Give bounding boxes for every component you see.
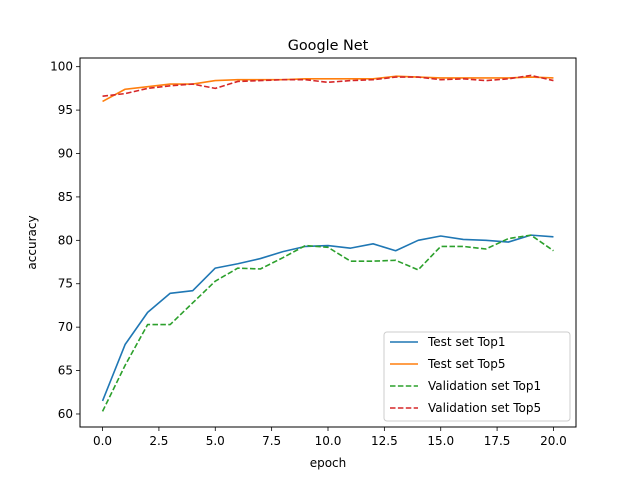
series-lines [101,74,554,412]
x-tick-label: 0.0 [93,434,112,448]
legend-box [383,331,571,422]
x-axis: 0.0 2.5 5.0 7.5 10.0 12.5 15.0 17.5 20.0 [93,427,567,448]
y-tick-label: 90 [58,147,73,161]
x-axis-label: epoch [310,456,347,470]
legend-label: Test set Top1 [427,335,505,349]
x-tick-label: 7.5 [262,434,281,448]
series-line-4 [102,74,554,97]
y-tick-label: 85 [58,190,73,204]
x-tick-label: 10.0 [315,434,342,448]
y-tick-label: 95 [58,103,73,117]
y-tick-label: 100 [50,60,73,74]
x-tick-label: 2.5 [149,434,168,448]
y-tick-label: 70 [58,320,73,334]
series-line-3 [101,234,554,412]
legend: Test set Top1 Test set Top5 Validation set… [383,331,571,422]
x-tick-label: 17.5 [484,434,511,448]
series-line-1 [101,234,554,402]
legend-label: Validation set Top5 [428,401,541,415]
y-tick-label: 75 [58,277,73,291]
x-tick-label: 20.0 [540,434,567,448]
y-tick-label: 80 [58,233,73,247]
x-tick-label: 12.5 [371,434,398,448]
x-tick-label: 15.0 [427,434,454,448]
series-line-2 [102,75,554,103]
x-tick-label: 5.0 [206,434,225,448]
y-tick-label: 60 [58,407,73,421]
y-axis: 60 65 70 75 80 85 90 95 100 [50,60,80,421]
legend-label: Validation set Top1 [428,379,541,393]
legend-label: Test set Top5 [427,357,505,371]
chart-title: Google Net [288,38,369,54]
y-tick-label: 65 [58,364,73,378]
y-axis-label: accuracy [25,215,39,269]
